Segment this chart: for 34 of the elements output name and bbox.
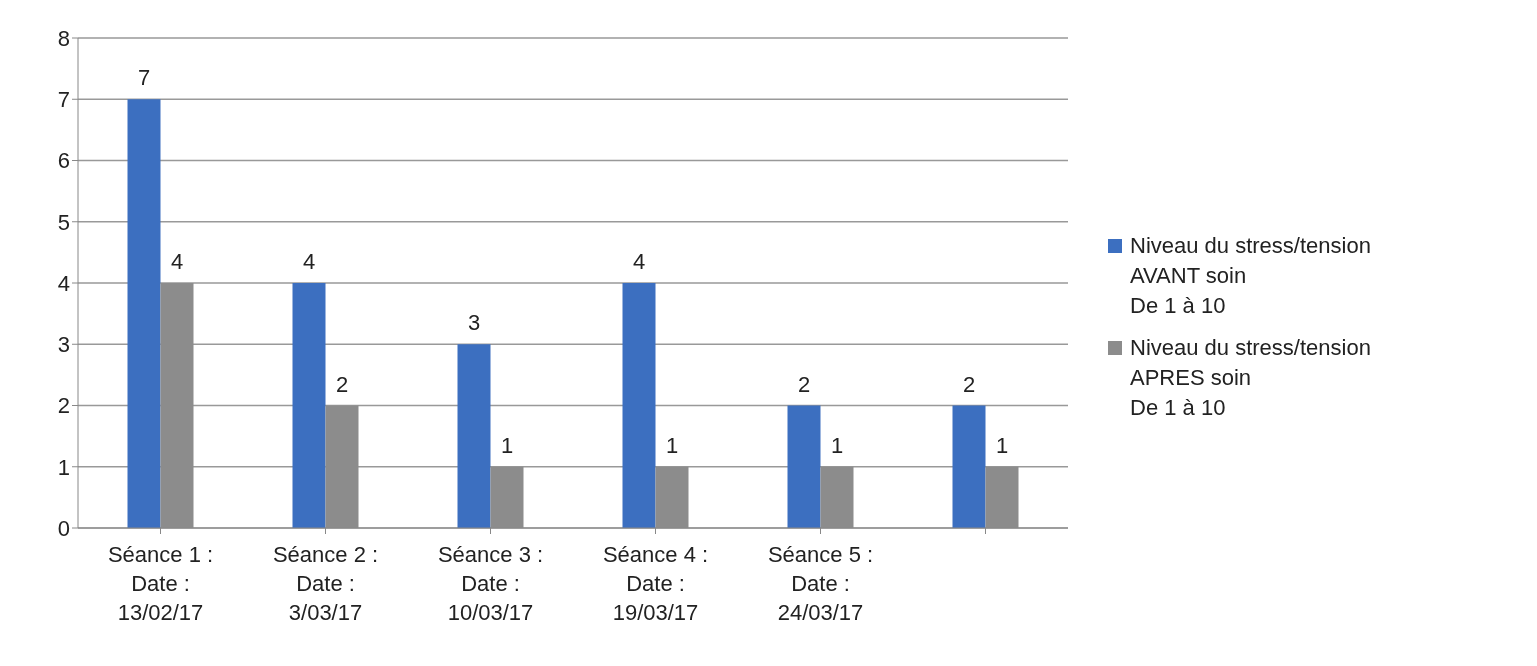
y-tick-label: 2 bbox=[57, 393, 70, 419]
data-label: 2 bbox=[797, 371, 811, 397]
data-label: 1 bbox=[830, 432, 844, 458]
data-label: 1 bbox=[665, 432, 679, 458]
y-tick-label: 0 bbox=[57, 515, 70, 541]
y-tick-label: 7 bbox=[57, 87, 70, 113]
bar bbox=[127, 99, 161, 528]
bar bbox=[952, 405, 986, 528]
y-tick-label: 5 bbox=[57, 209, 70, 235]
data-label: 4 bbox=[632, 249, 646, 274]
x-tick-label: Séance 5 : Date : 24/03/17 bbox=[767, 542, 874, 625]
bar bbox=[787, 405, 821, 528]
y-tick-label: 3 bbox=[57, 332, 70, 358]
y-tick-label: 1 bbox=[57, 454, 70, 480]
bar bbox=[622, 283, 656, 528]
x-tick-label: Séance 1 : Date : 13/02/17 bbox=[107, 542, 214, 625]
y-tick-label: 8 bbox=[57, 25, 70, 51]
bar bbox=[292, 283, 326, 528]
data-label: 3 bbox=[467, 310, 481, 336]
legend-label: Niveau du stress/tension APRES soin De 1 à 10 bbox=[1130, 334, 1371, 422]
data-label: 4 bbox=[302, 249, 316, 274]
data-label: 4 bbox=[170, 249, 184, 274]
data-label: 7 bbox=[137, 65, 151, 91]
legend-label: Niveau du stress/tension AVANT soin De 1 à 10 bbox=[1130, 232, 1371, 320]
data-label: 2 bbox=[962, 371, 976, 397]
y-tick-label: 4 bbox=[57, 270, 70, 296]
data-label: 2 bbox=[335, 371, 349, 397]
bar bbox=[457, 344, 491, 528]
x-tick-label: Séance 3 : Date : 10/03/17 bbox=[437, 542, 544, 625]
data-label: 1 bbox=[995, 432, 1009, 458]
x-tick-label: Séance 2 : Date : 3/03/17 bbox=[272, 542, 379, 625]
y-tick-label: 6 bbox=[57, 148, 70, 174]
data-label: 1 bbox=[500, 432, 514, 458]
x-tick-label: Séance 4 : Date : 19/03/17 bbox=[602, 542, 709, 625]
